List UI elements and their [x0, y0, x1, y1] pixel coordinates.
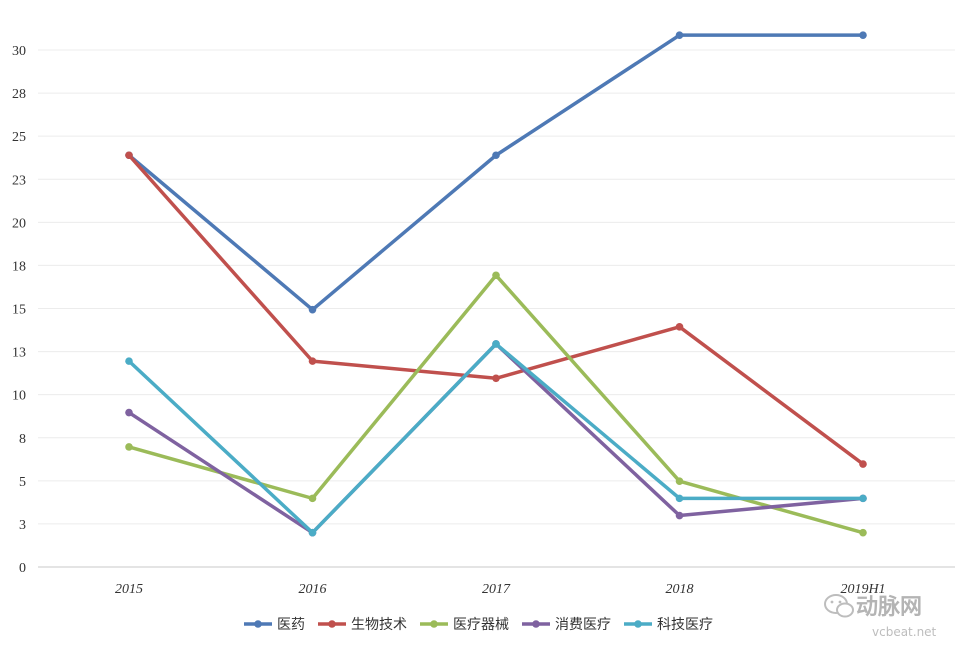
series-医药 [125, 31, 867, 314]
wechat-logo-icon [824, 594, 854, 618]
y-tick-label: 25 [12, 130, 26, 145]
watermark: 动脉网 vcbeat.net [824, 594, 937, 639]
y-tick-label: 8 [19, 432, 26, 447]
data-point [859, 460, 867, 468]
legend-label: 科技医疗 [657, 617, 713, 633]
x-axis-ticks: 2015 2016 2017 2018 2019H1 [115, 582, 886, 597]
plot-area [125, 31, 867, 537]
watermark-brand: 动脉网 [856, 595, 922, 620]
data-point [675, 31, 684, 39]
data-point [125, 151, 133, 160]
series-line [127, 33, 865, 312]
legend-swatch-marker [328, 620, 336, 628]
y-tick-label: 20 [12, 216, 26, 231]
data-point [675, 511, 684, 520]
data-point [308, 528, 317, 537]
y-tick-label: 10 [12, 389, 26, 404]
series-消费医疗 [125, 340, 867, 537]
y-tick-label: 5 [19, 475, 26, 490]
y-tick-label: 30 [12, 44, 26, 59]
legend-swatch-marker [430, 620, 438, 628]
legend-label: 医疗器械 [453, 617, 509, 633]
legend: 医药 生物技术 医疗器械 消费医疗 科技医疗 [244, 617, 713, 633]
data-point [308, 305, 317, 314]
legend-item[interactable]: 医药 [244, 617, 305, 633]
legend-item[interactable]: 消费医疗 [522, 617, 611, 633]
y-tick-label: 18 [12, 259, 26, 274]
legend-item[interactable]: 生物技术 [318, 617, 407, 633]
legend-swatch-marker [634, 620, 642, 628]
legend-item[interactable]: 科技医疗 [624, 617, 713, 633]
data-point [859, 528, 867, 537]
y-tick-label: 0 [19, 561, 26, 576]
legend-label: 生物技术 [351, 617, 407, 633]
x-tick-label: 2017 [482, 582, 511, 597]
data-point [675, 323, 684, 331]
watermark-site: vcbeat.net [872, 625, 937, 639]
series-科技医疗 [125, 340, 867, 537]
data-point [859, 31, 867, 39]
legend-label: 医药 [277, 617, 305, 633]
data-point [125, 443, 133, 451]
legend-swatch-marker [254, 620, 262, 628]
data-point [675, 494, 684, 503]
series-line [127, 153, 865, 466]
legend-label: 消费医疗 [555, 617, 611, 633]
legend-swatch-marker [532, 620, 540, 628]
x-tick-label: 2015 [115, 582, 143, 597]
x-tick-label: 2019H1 [840, 582, 885, 597]
data-point [308, 494, 317, 503]
y-tick-label: 23 [12, 173, 26, 188]
data-point [859, 494, 867, 503]
series-生物技术 [125, 151, 867, 468]
data-point [675, 477, 684, 486]
data-point [492, 271, 500, 280]
y-axis-ticks: 0 3 5 8 10 13 15 18 20 23 25 28 30 [12, 44, 26, 576]
data-point [308, 357, 317, 365]
data-point [492, 374, 500, 383]
data-point [125, 357, 133, 365]
y-tick-label: 15 [12, 303, 26, 318]
data-point [125, 408, 133, 417]
data-point [492, 340, 500, 348]
y-tick-label: 28 [12, 87, 26, 102]
series-line [127, 342, 865, 535]
y-tick-label: 13 [12, 346, 26, 361]
series-line [127, 273, 865, 535]
x-tick-label: 2016 [299, 582, 327, 597]
series-line [127, 342, 865, 535]
data-point [492, 151, 500, 160]
y-tick-label: 3 [19, 518, 26, 533]
grid-lines [38, 49, 955, 568]
x-tick-label: 2018 [666, 582, 694, 597]
legend-item[interactable]: 医疗器械 [420, 617, 509, 633]
